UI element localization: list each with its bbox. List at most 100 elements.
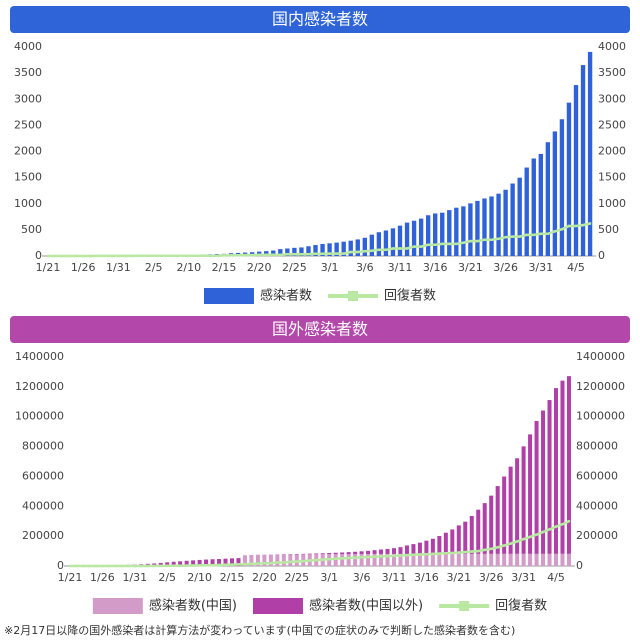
y-tick-label: 1000 — [14, 197, 42, 210]
bar — [242, 555, 247, 566]
line-point — [541, 530, 545, 534]
line-point — [560, 228, 564, 231]
line-point — [504, 236, 507, 239]
bar — [327, 243, 332, 256]
line-point — [107, 564, 111, 568]
line-point — [518, 235, 521, 238]
bar — [278, 249, 283, 256]
legend-swatch — [252, 598, 303, 614]
line-point — [581, 223, 585, 227]
line-point — [307, 253, 310, 256]
bar — [385, 548, 390, 554]
x-tick-label: 3/6 — [353, 571, 371, 584]
line-point — [215, 254, 219, 257]
line-point — [127, 564, 130, 568]
line-point — [272, 253, 275, 257]
bar — [534, 420, 539, 554]
line-point — [399, 554, 402, 557]
line-point — [146, 564, 149, 568]
bar — [560, 553, 565, 566]
y-tick-label: 3500 — [598, 66, 626, 79]
bar — [262, 554, 267, 566]
line-point — [191, 564, 195, 567]
banner — [10, 6, 630, 33]
y-tick-label: 0 — [35, 249, 42, 262]
y-tick-label: 400000 — [22, 499, 64, 512]
line-point — [574, 224, 578, 228]
bar — [559, 119, 565, 256]
bar — [353, 551, 358, 554]
bar — [379, 549, 384, 554]
bar — [443, 532, 448, 554]
line-point — [356, 250, 359, 254]
y-tick-label: 2000 — [14, 145, 42, 158]
bar — [379, 553, 384, 566]
bar — [476, 553, 481, 566]
x-tick-label: 2/25 — [282, 261, 307, 274]
x-tick-label: 1/21 — [36, 261, 61, 274]
bar — [510, 183, 515, 256]
line-point — [89, 254, 92, 258]
line-point — [114, 564, 117, 568]
bar — [249, 555, 254, 566]
x-tick-label: 3/26 — [479, 571, 504, 584]
line-point — [444, 552, 448, 555]
line-point — [276, 561, 279, 564]
bar — [418, 218, 424, 256]
line-point — [236, 254, 240, 257]
y-tick-label: 4000 — [14, 40, 42, 53]
bar — [383, 230, 389, 256]
line-point — [483, 238, 486, 242]
line-point — [237, 563, 240, 566]
line-point — [363, 249, 366, 253]
bar — [502, 476, 507, 554]
line-point — [457, 551, 460, 554]
bar — [299, 247, 304, 256]
bar — [320, 553, 325, 555]
x-tick-label: 3/16 — [423, 261, 448, 274]
line-point — [483, 548, 486, 552]
line-point — [166, 254, 169, 257]
bar — [391, 553, 397, 566]
bar — [271, 250, 276, 256]
bar — [566, 102, 572, 257]
bar — [191, 560, 196, 566]
bar — [545, 142, 551, 256]
x-tick-label: 3/11 — [388, 261, 413, 274]
line-point — [496, 546, 499, 549]
line-point — [250, 253, 254, 257]
bar — [515, 458, 520, 554]
line-point — [567, 224, 571, 228]
line-point — [392, 554, 396, 558]
bar — [475, 200, 480, 256]
bar — [531, 158, 536, 256]
bar — [456, 525, 461, 554]
bar — [450, 553, 455, 566]
line-point — [101, 564, 104, 568]
line-point — [110, 254, 113, 258]
line-point — [448, 242, 451, 246]
line-point — [434, 243, 437, 246]
bar — [313, 245, 318, 256]
line-point — [476, 239, 479, 243]
line-point — [470, 550, 473, 553]
bar — [217, 559, 222, 566]
bar — [425, 215, 431, 256]
line-point — [342, 252, 345, 255]
bar — [362, 237, 367, 256]
line-point — [528, 535, 532, 539]
line-point — [81, 564, 85, 568]
line-point — [335, 252, 338, 255]
bar — [437, 553, 442, 566]
line-point — [194, 254, 198, 257]
x-tick-label: 1/26 — [71, 261, 96, 274]
line-point — [525, 233, 528, 237]
line-point — [548, 528, 551, 531]
y-tick-label: 600000 — [22, 469, 64, 482]
line-point — [477, 549, 480, 553]
bar — [340, 552, 345, 555]
line-point — [419, 245, 423, 248]
legend-swatch — [459, 601, 470, 611]
bar — [398, 547, 403, 554]
bar — [463, 521, 468, 554]
